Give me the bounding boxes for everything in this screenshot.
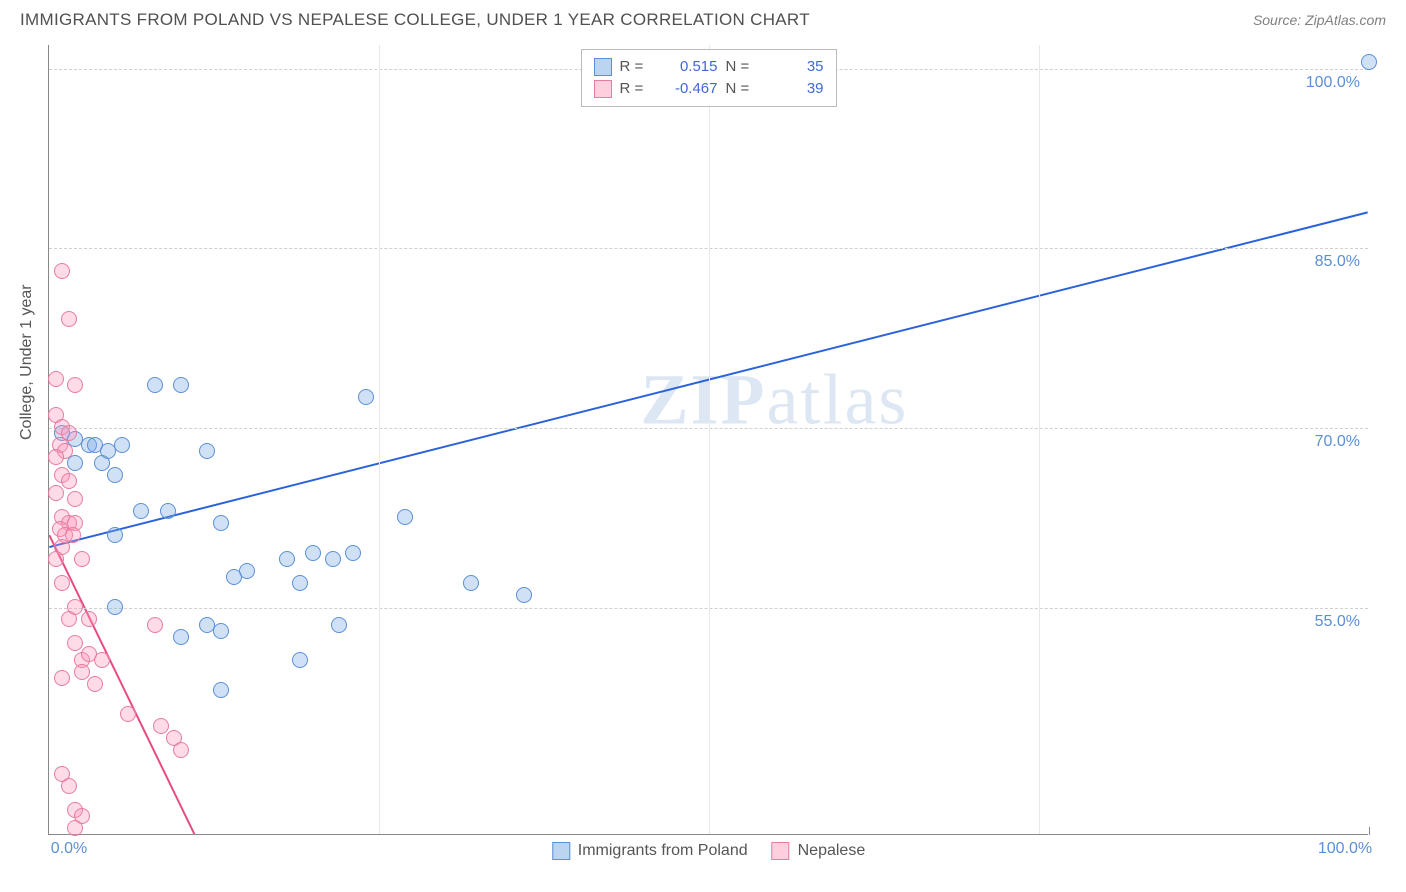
marker-blue bbox=[107, 467, 123, 483]
marker-pink bbox=[54, 670, 70, 686]
n-label: N = bbox=[726, 56, 756, 78]
marker-pink bbox=[48, 485, 64, 501]
n-value: 35 bbox=[764, 56, 824, 78]
swatch-blue-icon bbox=[594, 58, 612, 76]
legend-series: Immigrants from Poland Nepalese bbox=[552, 842, 865, 860]
marker-pink bbox=[74, 664, 90, 680]
xtick-label: 100.0% bbox=[1318, 840, 1372, 858]
marker-pink bbox=[94, 652, 110, 668]
marker-pink bbox=[67, 377, 83, 393]
swatch-pink-icon bbox=[772, 842, 790, 860]
marker-pink bbox=[153, 718, 169, 734]
marker-blue bbox=[67, 455, 83, 471]
legend-label: Immigrants from Poland bbox=[578, 842, 748, 860]
legend-item-nepalese: Nepalese bbox=[772, 842, 866, 860]
marker-blue bbox=[305, 545, 321, 561]
marker-blue bbox=[107, 527, 123, 543]
y-axis-label: College, Under 1 year bbox=[18, 284, 36, 440]
source-attribution: Source: ZipAtlas.com bbox=[1253, 12, 1386, 28]
marker-blue bbox=[397, 509, 413, 525]
marker-pink bbox=[81, 611, 97, 627]
marker-blue bbox=[1361, 54, 1377, 70]
marker-blue bbox=[147, 377, 163, 393]
ytick-label: 100.0% bbox=[1304, 74, 1362, 92]
marker-blue bbox=[133, 503, 149, 519]
marker-pink bbox=[74, 551, 90, 567]
n-label: N = bbox=[726, 78, 756, 100]
marker-blue bbox=[292, 575, 308, 591]
n-value: 39 bbox=[764, 78, 824, 100]
marker-blue bbox=[160, 503, 176, 519]
marker-blue bbox=[213, 623, 229, 639]
marker-pink bbox=[54, 575, 70, 591]
marker-pink bbox=[120, 706, 136, 722]
marker-pink bbox=[48, 371, 64, 387]
swatch-blue-icon bbox=[552, 842, 570, 860]
scatter-chart: ZIPatlas R = 0.515 N = 35 R = -0.467 N =… bbox=[48, 45, 1368, 835]
ytick-label: 85.0% bbox=[1313, 253, 1362, 271]
marker-blue bbox=[94, 455, 110, 471]
marker-pink bbox=[61, 611, 77, 627]
watermark: ZIPatlas bbox=[640, 359, 908, 442]
marker-blue bbox=[226, 569, 242, 585]
r-label: R = bbox=[620, 56, 650, 78]
legend-correlation: R = 0.515 N = 35 R = -0.467 N = 39 bbox=[581, 49, 837, 107]
marker-blue bbox=[292, 652, 308, 668]
marker-blue bbox=[516, 587, 532, 603]
gridline-v bbox=[1369, 827, 1370, 835]
marker-pink bbox=[61, 778, 77, 794]
legend-label: Nepalese bbox=[798, 842, 866, 860]
marker-pink bbox=[87, 676, 103, 692]
marker-pink bbox=[48, 449, 64, 465]
ytick-label: 70.0% bbox=[1313, 433, 1362, 451]
marker-blue bbox=[213, 682, 229, 698]
marker-blue bbox=[463, 575, 479, 591]
marker-pink bbox=[61, 311, 77, 327]
marker-pink bbox=[173, 742, 189, 758]
legend-row-blue: R = 0.515 N = 35 bbox=[594, 56, 824, 78]
marker-pink bbox=[48, 551, 64, 567]
r-value: 0.515 bbox=[658, 56, 718, 78]
swatch-pink-icon bbox=[594, 80, 612, 98]
r-value: -0.467 bbox=[658, 78, 718, 100]
r-label: R = bbox=[620, 78, 650, 100]
marker-blue bbox=[358, 389, 374, 405]
marker-blue bbox=[331, 617, 347, 633]
gridline-v bbox=[1039, 45, 1040, 834]
source-prefix: Source: bbox=[1253, 12, 1305, 28]
marker-pink bbox=[67, 635, 83, 651]
marker-blue bbox=[279, 551, 295, 567]
legend-row-pink: R = -0.467 N = 39 bbox=[594, 78, 824, 100]
xtick-label: 0.0% bbox=[51, 840, 87, 858]
legend-item-poland: Immigrants from Poland bbox=[552, 842, 748, 860]
marker-blue bbox=[325, 551, 341, 567]
marker-pink bbox=[147, 617, 163, 633]
gridline-v bbox=[709, 45, 710, 834]
marker-blue bbox=[199, 443, 215, 459]
marker-blue bbox=[173, 377, 189, 393]
gridline-v bbox=[379, 45, 380, 834]
header: IMMIGRANTS FROM POLAND VS NEPALESE COLLE… bbox=[0, 0, 1406, 38]
page-title: IMMIGRANTS FROM POLAND VS NEPALESE COLLE… bbox=[20, 10, 810, 30]
marker-pink bbox=[67, 820, 83, 836]
marker-pink bbox=[54, 263, 70, 279]
source-name: ZipAtlas.com bbox=[1305, 12, 1386, 28]
marker-blue bbox=[107, 599, 123, 615]
marker-blue bbox=[213, 515, 229, 531]
marker-blue bbox=[114, 437, 130, 453]
marker-pink bbox=[67, 491, 83, 507]
marker-blue bbox=[173, 629, 189, 645]
ytick-label: 55.0% bbox=[1313, 613, 1362, 631]
marker-blue bbox=[345, 545, 361, 561]
marker-pink bbox=[61, 473, 77, 489]
